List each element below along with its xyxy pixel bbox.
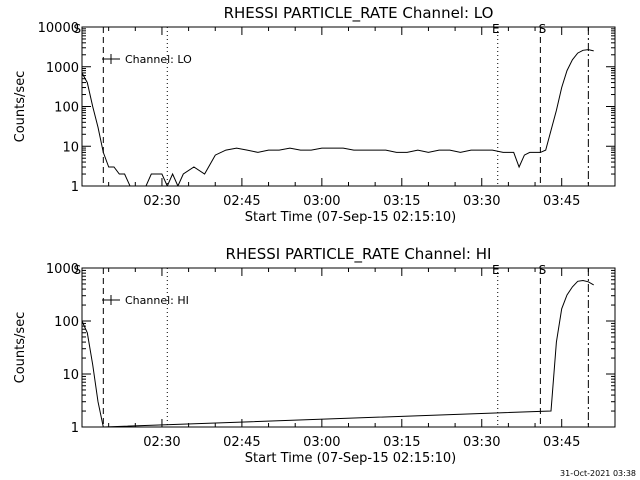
x-tick-label: 02:45 (223, 435, 260, 450)
series-line-0 (82, 279, 594, 427)
x-tick-label: 02:45 (223, 194, 260, 209)
x-axis-label: Start Time (07-Sep-15 02:15:10) (245, 451, 456, 466)
plot-frame (81, 267, 616, 428)
x-tick-label: 03:00 (303, 194, 340, 209)
legend-entry: Channel: LO (125, 53, 192, 66)
event-marker-label: S (74, 263, 82, 277)
y-tick-label: 1 (71, 421, 79, 436)
x-tick-label: 03:45 (543, 194, 580, 209)
chart-panel-1: RHESSI PARTICLE_RATE Channel: HI Start Ti… (13, 245, 616, 466)
y-tick-label: 1 (71, 180, 79, 195)
x-tick-label: 03:30 (463, 194, 500, 209)
plot-frame (81, 26, 616, 187)
y-axis-label: Counts/sec (13, 71, 28, 143)
y-tick-label: 100 (54, 101, 79, 116)
x-tick-label: 02:30 (143, 194, 180, 209)
x-tick-label: 03:15 (383, 194, 420, 209)
chart-title: RHESSI PARTICLE_RATE Channel: HI (226, 245, 492, 264)
x-tick-label: 02:30 (143, 435, 180, 450)
y-tick-label: 10000 (38, 21, 79, 36)
event-marker-label: E (492, 22, 500, 36)
x-tick-label: 03:00 (303, 435, 340, 450)
legend-entry: Channel: HI (125, 294, 189, 307)
y-tick-label: 1000 (46, 262, 79, 277)
y-tick-label: 100 (54, 315, 79, 330)
footer-timestamp: 31-Oct-2021 03:38 (560, 469, 636, 478)
y-tick-label: 10 (62, 368, 79, 383)
chart-panel-0: RHESSI PARTICLE_RATE Channel: LO Start Ti… (13, 4, 616, 225)
x-tick-label: 03:45 (543, 435, 580, 450)
event-marker-label: E (492, 263, 500, 277)
event-marker-label: S (74, 22, 82, 36)
x-axis-label: Start Time (07-Sep-15 02:15:10) (245, 210, 456, 225)
y-tick-label: 10 (62, 140, 79, 155)
event-marker-label: S (539, 263, 547, 277)
event-marker-label: S (539, 22, 547, 36)
x-tick-label: 03:15 (383, 435, 420, 450)
y-axis-label: Counts/sec (13, 312, 28, 384)
chart-title: RHESSI PARTICLE_RATE Channel: LO (224, 4, 494, 23)
y-tick-label: 1000 (46, 61, 79, 76)
series-line-0 (82, 49, 594, 186)
x-tick-label: 03:30 (463, 435, 500, 450)
